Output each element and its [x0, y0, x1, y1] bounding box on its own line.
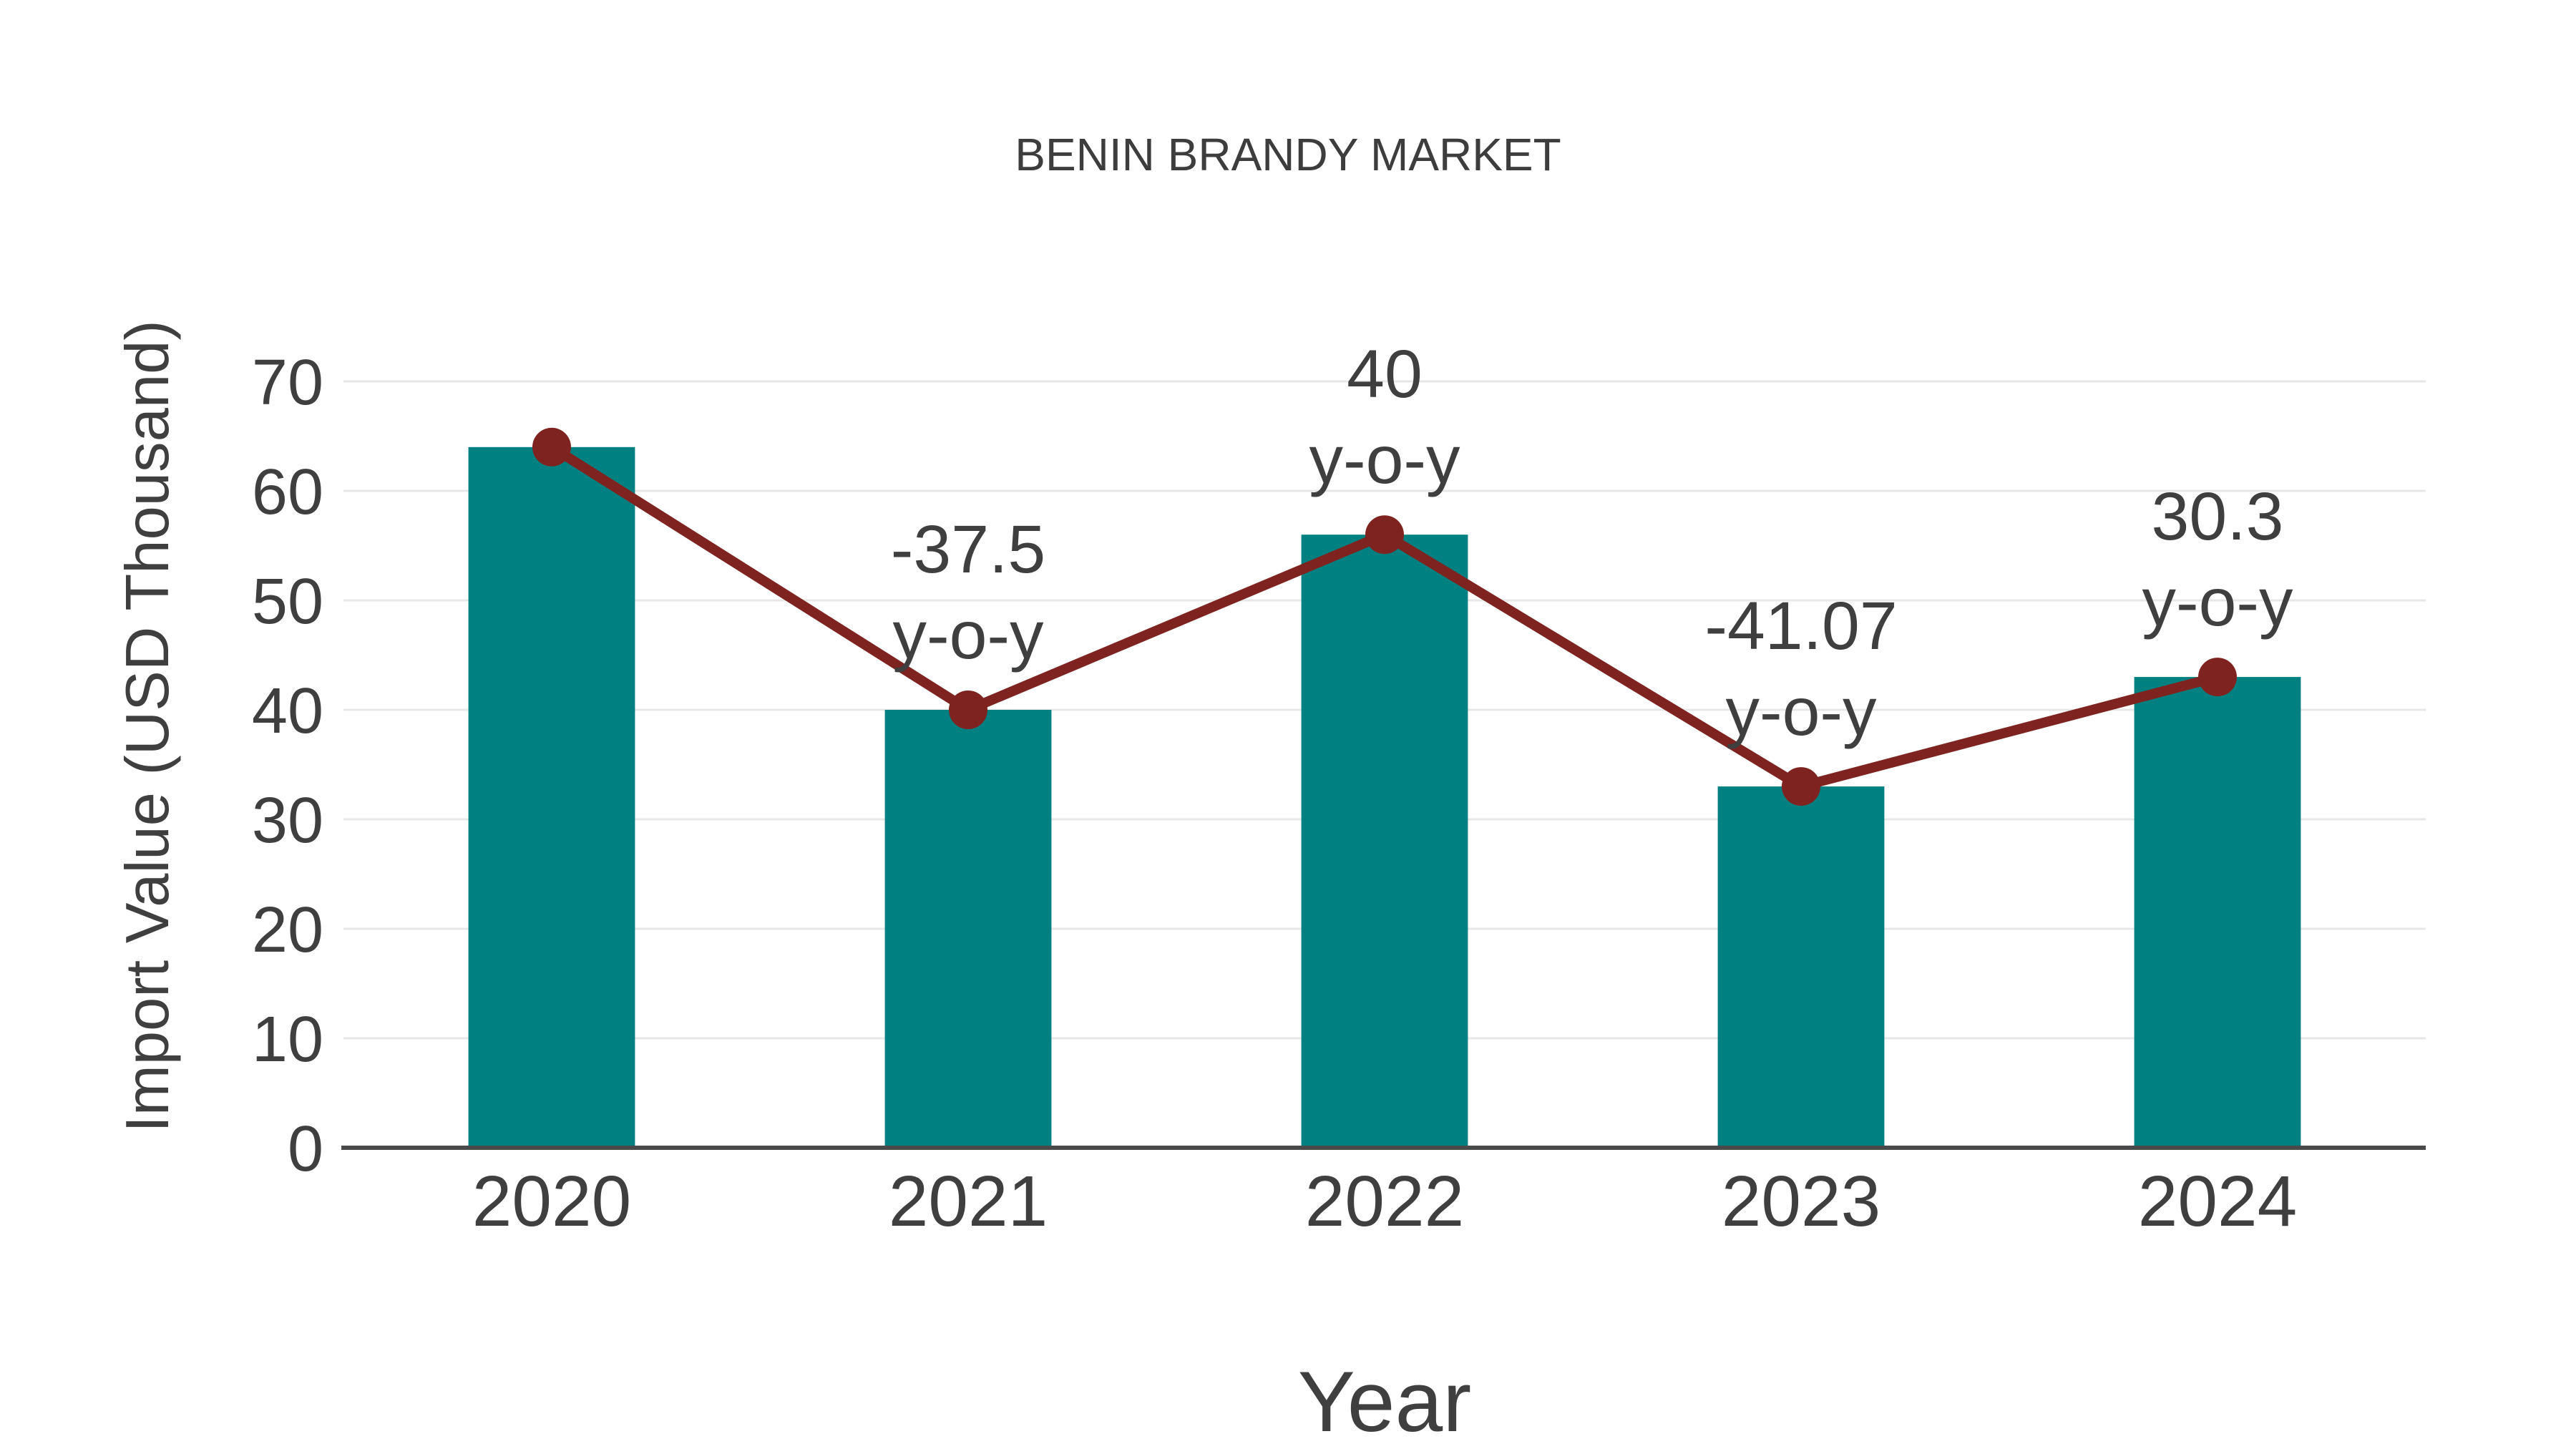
axis-ticks: 0 10 20 30 40 50 60 70 2020 2021 2022 2023 2024 [252, 347, 2426, 1241]
x-axis-title: Year [1298, 1354, 1471, 1449]
y-tick-label: 70 [252, 347, 323, 419]
annotation-label: y-o-y [1309, 422, 1460, 498]
data-point-marker [1365, 515, 1404, 555]
annotation-value: 30.3 [2152, 479, 2284, 555]
annotation-value: -37.5 [891, 512, 1046, 587]
bar [2134, 677, 2301, 1148]
y-tick-label: 60 [252, 457, 323, 528]
y-tick-label: 10 [252, 1004, 323, 1075]
bar [1717, 786, 1885, 1148]
data-point-marker [532, 427, 571, 467]
annotation-value: -41.07 [1704, 588, 1897, 664]
annotation-label: y-o-y [1725, 674, 1877, 750]
annotation-label: y-o-y [892, 597, 1044, 673]
x-tick-label: 2021 [889, 1161, 1048, 1241]
annotation-label: y-o-y [2142, 565, 2293, 640]
annotation-value: 40 [1347, 336, 1423, 412]
y-tick-label: 20 [252, 894, 323, 966]
trend-line [532, 427, 2237, 806]
bars [468, 447, 2301, 1148]
x-tick-label: 2024 [2138, 1161, 2297, 1241]
y-tick-label: 0 [288, 1113, 323, 1185]
annotations: -37.5 y-o-y 40 y-o-y -41.07 y-o-y 30.3 y-o-y [891, 336, 2293, 750]
y-tick-label: 50 [252, 566, 323, 638]
y-tick-label: 40 [252, 675, 323, 747]
bar [1301, 535, 1468, 1148]
data-point-marker [2198, 658, 2237, 697]
y-tick-label: 30 [252, 785, 323, 857]
data-point-marker [949, 691, 987, 729]
bar [468, 447, 635, 1148]
bar [884, 710, 1052, 1148]
x-tick-label: 2023 [1722, 1161, 1880, 1241]
chart-title: BENIN BRANDY MARKET [1015, 129, 1561, 180]
data-point-marker [1782, 767, 1820, 806]
y-axis-title: Import Value (USD Thousand) [114, 320, 182, 1132]
x-tick-label: 2022 [1305, 1161, 1464, 1241]
x-tick-label: 2020 [472, 1161, 631, 1241]
